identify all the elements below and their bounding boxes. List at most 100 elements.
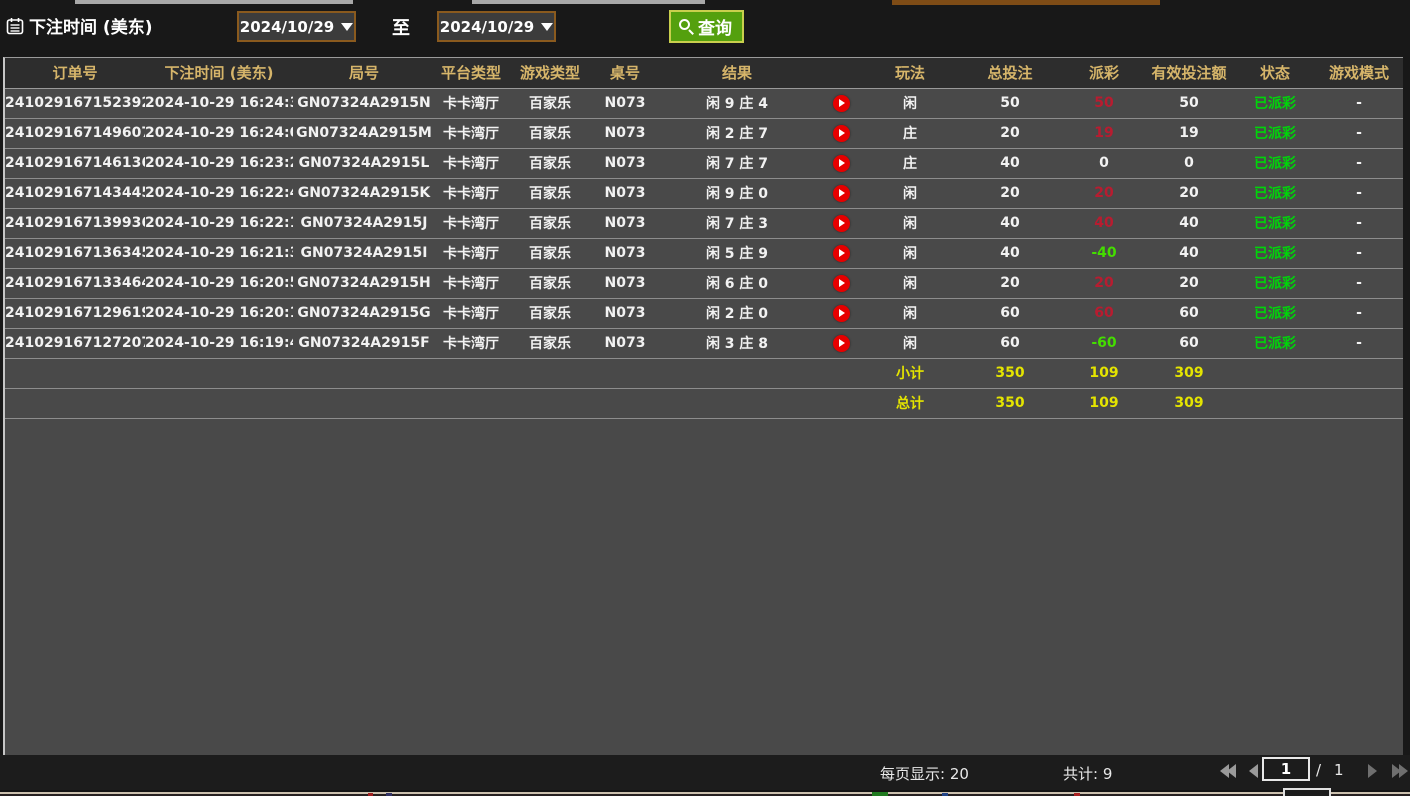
play-video-icon[interactable] [832,154,850,172]
records-table-wrap: 订单号 下注时间 (美东) 局号 平台类型 游戏类型 桌号 结果 玩法 总投注 派彩 有效投注额 状态… [3,57,1403,755]
total-label: 总计 [865,388,955,419]
play-video-icon[interactable] [832,214,850,232]
time-cell: 2024-10-29 16:20:56 [145,268,293,299]
table-row: 241029167129619 2024-10-29 16:20:12 GN0732… [5,298,1403,329]
table-row: 241029167149607 2024-10-29 16:24:00 GN0732… [5,118,1403,149]
status-cell: 已派彩 [1235,328,1315,359]
play-video-icon[interactable] [832,334,850,352]
empty-cell [5,388,145,419]
status-cell: 已派彩 [1235,238,1315,269]
status-cell: 已派彩 [1235,268,1315,299]
bet-time-label: 下注时间 (美东) [6,13,152,38]
table-number-cell: N073 [593,238,657,269]
empty-cell [507,388,593,419]
column-header-empty [817,58,865,89]
play-video-icon[interactable] [832,184,850,202]
bottom-edge-speck [386,793,392,796]
date-from-select[interactable]: 2024/10/29 [237,11,356,42]
play-type-cell: 庄 [865,148,955,179]
order-cell: 241029167152392 [5,88,145,119]
play-type-cell: 庄 [865,118,955,149]
game-mode-cell: - [1315,88,1403,119]
table-number-cell: N073 [593,268,657,299]
time-cell: 2024-10-29 16:22:12 [145,208,293,239]
bottom-edge-speck [872,792,888,796]
play-video-icon[interactable] [832,304,850,322]
subtotal-label: 小计 [865,358,955,389]
column-header: 局号 [293,58,435,89]
play-cell [817,118,865,149]
next-page-button[interactable] [1368,764,1377,778]
chevron-down-icon [341,22,354,31]
table-number-cell: N073 [593,178,657,209]
first-page-button[interactable] [1220,764,1236,778]
chevron-down-icon [541,22,554,31]
column-header: 状态 [1235,58,1315,89]
empty-cell [5,358,145,389]
search-icon [679,19,694,35]
game-type-cell: 百家乐 [507,208,593,239]
total-bet-cell: 60 [955,298,1065,329]
date-to-value: 2024/10/29 [439,17,535,36]
play-type-cell: 闲 [865,268,955,299]
order-cell: 241029167139936 [5,208,145,239]
table-number-cell: N073 [593,118,657,149]
round-cell: GN07324A2915K [293,178,435,209]
bottom-edge [0,790,1410,792]
empty-cell [817,388,865,419]
prev-page-button[interactable] [1249,764,1258,778]
column-header: 游戏模式 [1315,58,1403,89]
order-cell: 241029167133464 [5,268,145,299]
last-page-button[interactable] [1392,764,1408,778]
play-type-cell: 闲 [865,298,955,329]
game-type-cell: 百家乐 [507,148,593,179]
game-type-cell: 百家乐 [507,328,593,359]
bottom-edge-speck [1074,793,1080,796]
play-video-icon[interactable] [832,244,850,262]
status-cell: 已派彩 [1235,118,1315,149]
date-to-select[interactable]: 2024/10/29 [437,11,556,42]
empty-cell [293,358,435,389]
round-cell: GN07324A2915H [293,268,435,299]
game-mode-cell: - [1315,328,1403,359]
empty-cell [145,358,293,389]
bottom-edge-line [0,792,1410,794]
total-valid: 309 [1143,388,1235,419]
column-header: 有效投注额 [1143,58,1235,89]
total-bet-cell: 40 [955,148,1065,179]
empty-cell [293,388,435,419]
round-cell: GN07324A2915G [293,298,435,329]
time-cell: 2024-10-29 16:24:00 [145,118,293,149]
play-cell [817,298,865,329]
to-label: 至 [392,18,410,39]
query-button[interactable]: 查询 [669,10,744,43]
cutoff-input-edge [892,0,1160,5]
payout-cell: 19 [1065,118,1143,149]
page-input[interactable]: 1 [1262,757,1310,781]
result-cell: 闲 2 庄 0 [657,298,817,329]
play-cell [817,208,865,239]
result-cell: 闲 9 庄 4 [657,88,817,119]
total-bet-cell: 60 [955,328,1065,359]
play-video-icon[interactable] [832,274,850,292]
total-row: 总计 350 109 309 [5,388,1403,419]
play-video-icon[interactable] [832,94,850,112]
game-mode-cell: - [1315,268,1403,299]
table-header-row: 订单号 下注时间 (美东) 局号 平台类型 游戏类型 桌号 结果 玩法 总投注 派彩 有效投注额 状态… [5,58,1403,89]
column-header: 总投注 [955,58,1065,89]
valid-bet-cell: 40 [1143,238,1235,269]
payout-cell: -60 [1065,328,1143,359]
play-video-icon[interactable] [832,124,850,142]
column-header: 桌号 [593,58,657,89]
payout-cell: 20 [1065,178,1143,209]
bet-time-label-text: 下注时间 (美东) [29,18,153,38]
valid-bet-cell: 60 [1143,298,1235,329]
empty-cell [435,388,507,419]
cutoff-input-edge [75,0,353,4]
payout-cell: 40 [1065,208,1143,239]
round-cell: GN07324A2915F [293,328,435,359]
cutoff-input-edge [472,0,705,4]
order-cell: 241029167146136 [5,148,145,179]
round-cell: GN07324A2915I [293,238,435,269]
